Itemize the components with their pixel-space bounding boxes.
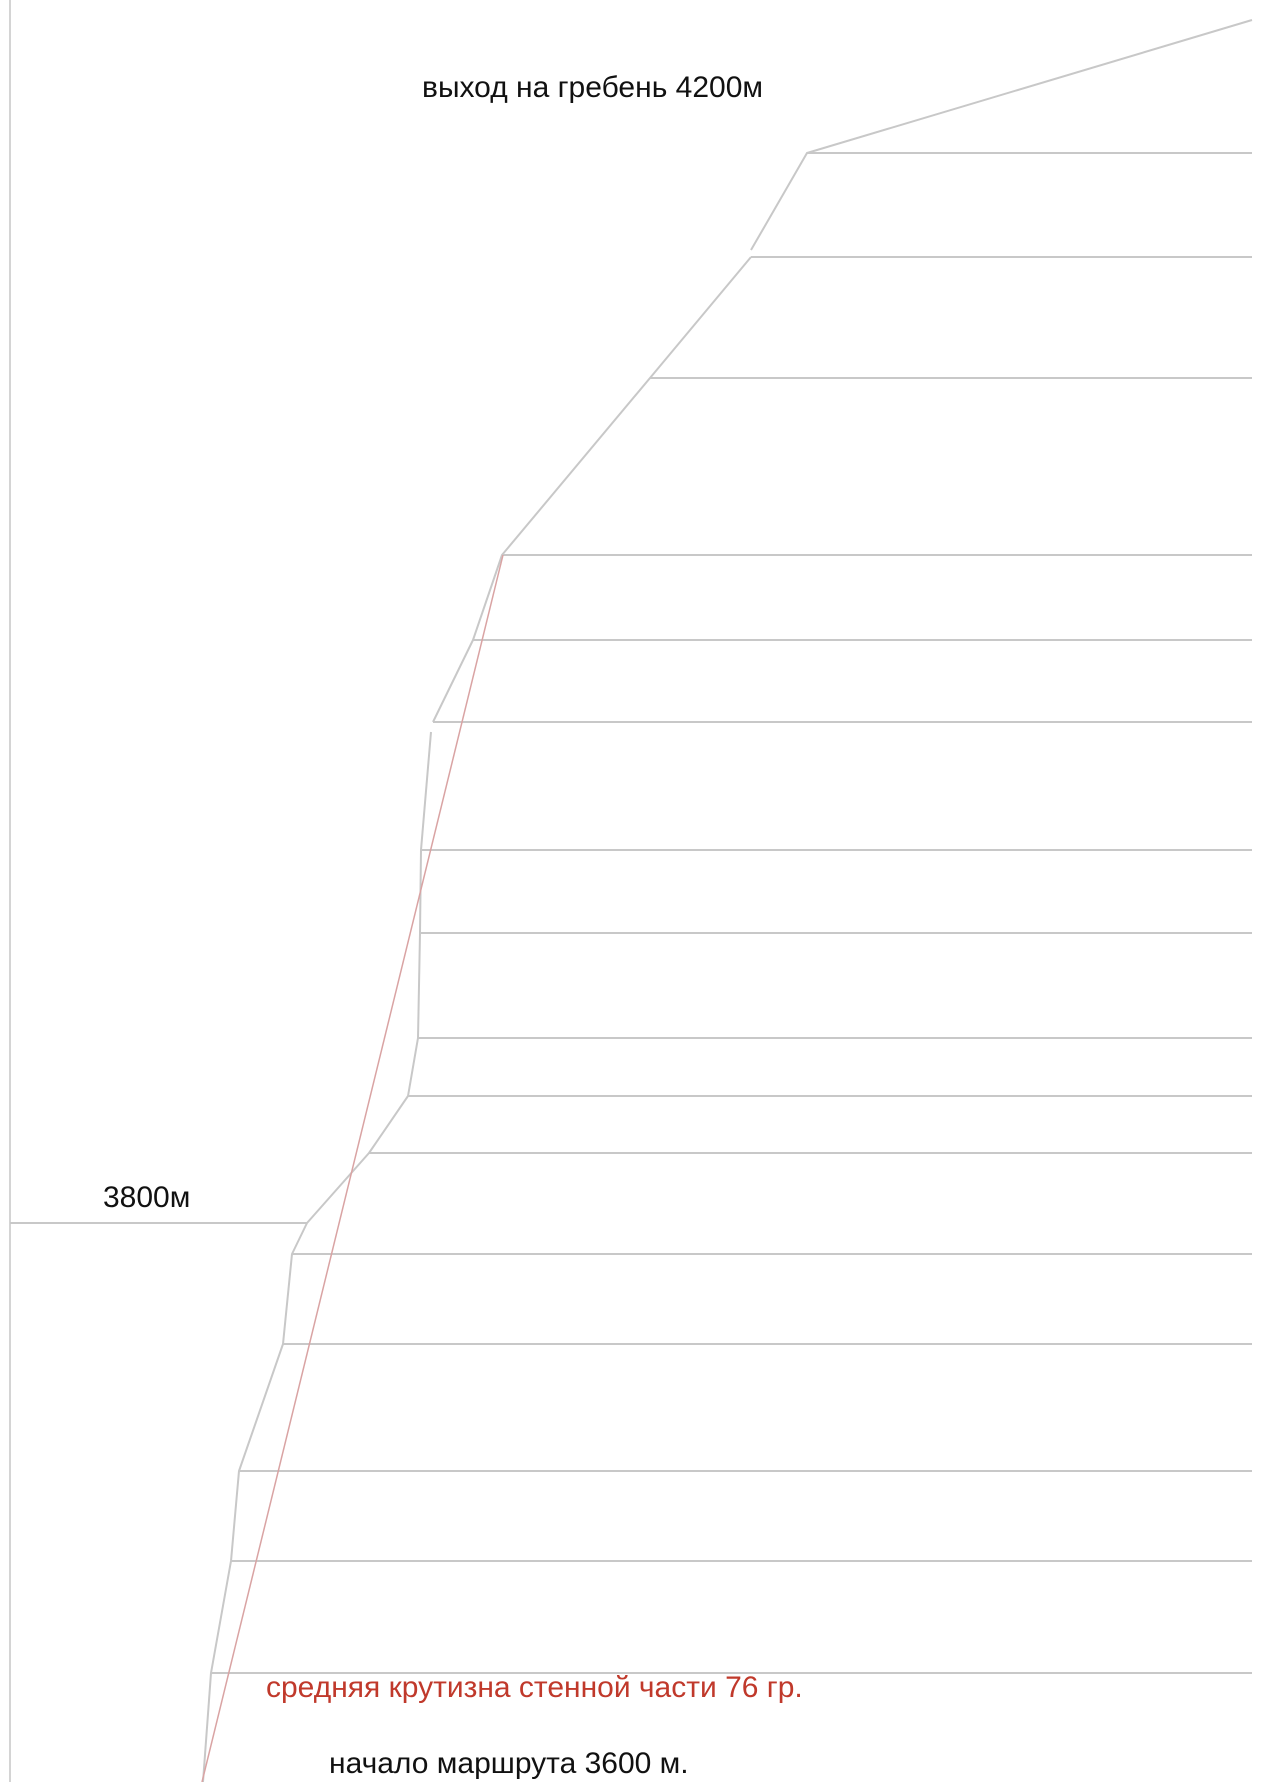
pitch-lines [10,152,1252,1674]
average-steepness-label: средняя крутизна стенной части 76 гр. [266,1671,803,1704]
wall-profile [202,19,1253,1782]
ridge-exit-label: выход на гребень 4200м [422,71,764,104]
wall-profile-line [432,256,752,723]
wall-profile-line [202,731,432,1782]
altitude-3800-label: 3800м [103,1181,191,1214]
average-steepness-line [201,554,504,1782]
route-start-label: начало маршрута 3600 м. [329,1747,689,1780]
wall-profile-line [750,19,1253,251]
